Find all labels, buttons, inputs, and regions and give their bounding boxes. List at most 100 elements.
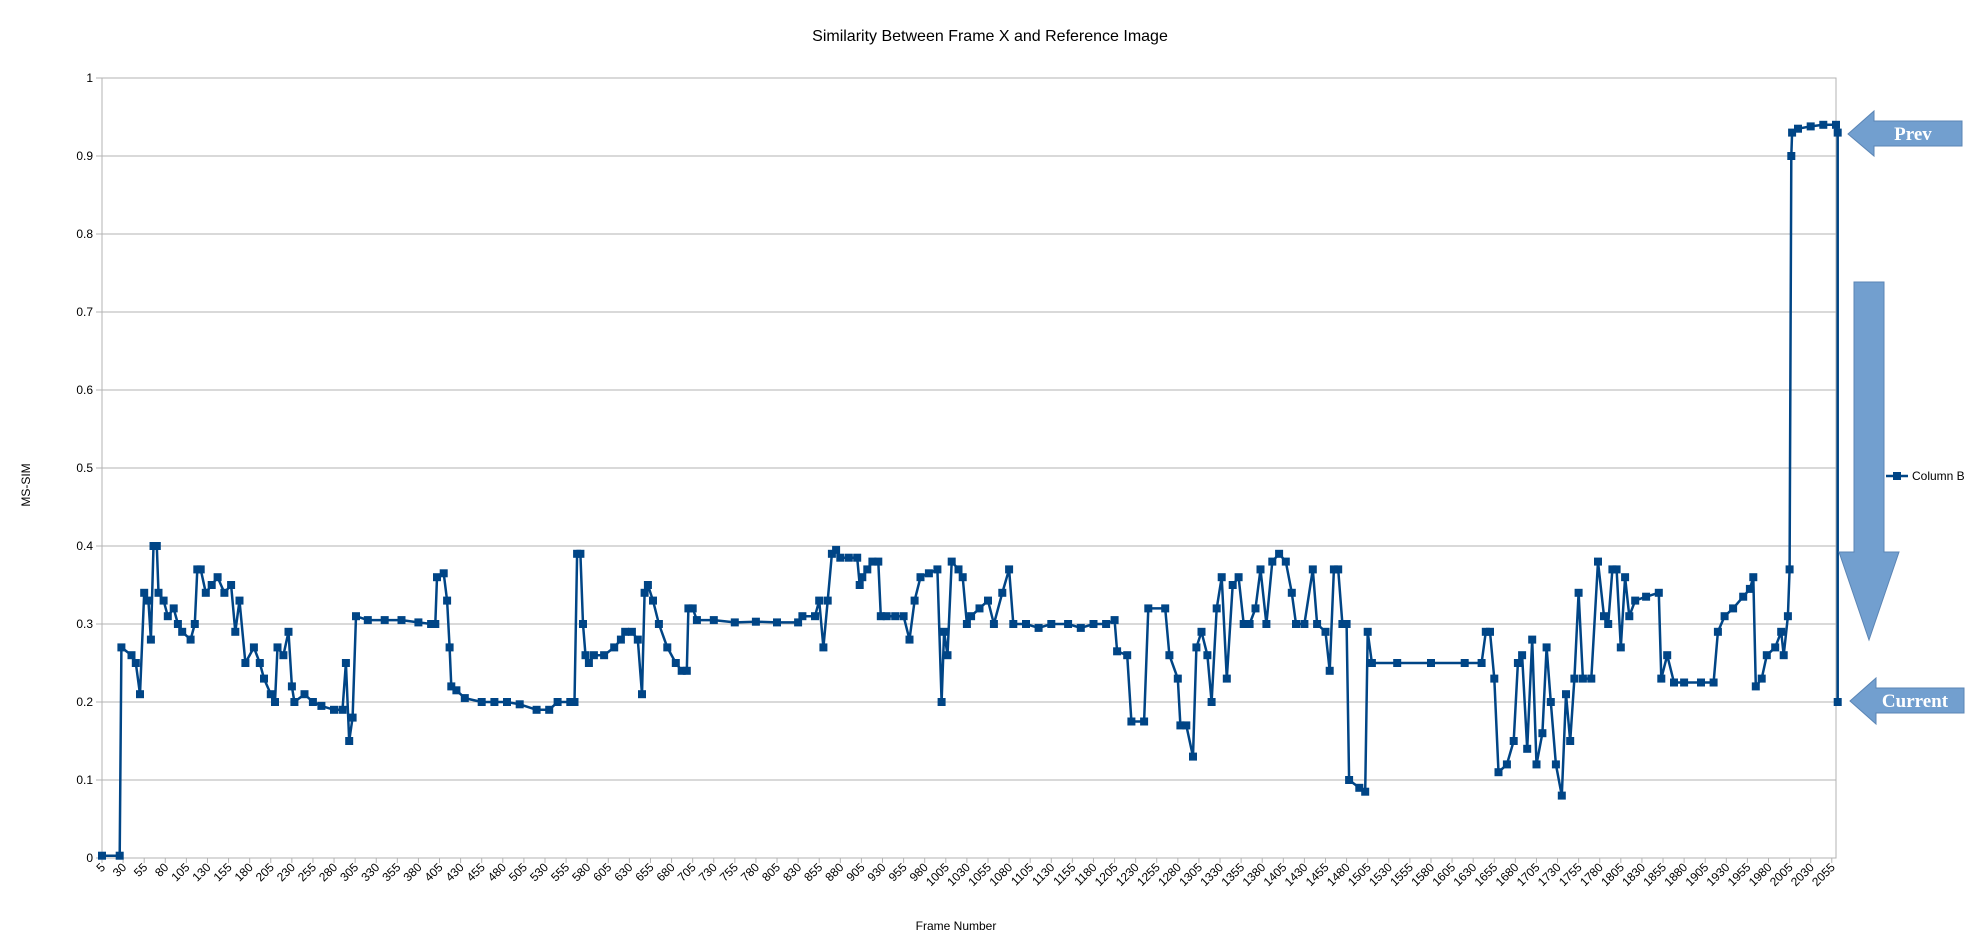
data-point xyxy=(1161,604,1170,613)
data-point xyxy=(1771,643,1780,652)
data-point xyxy=(1144,604,1153,613)
x-tick-label: 130 xyxy=(190,860,214,884)
y-tick-label: 0.6 xyxy=(76,383,93,397)
data-point xyxy=(414,618,423,627)
data-point xyxy=(553,698,562,706)
data-point xyxy=(443,596,452,605)
data-point xyxy=(1393,659,1402,667)
data-point xyxy=(1176,721,1185,730)
current-arrow xyxy=(1849,676,1965,726)
data-point xyxy=(684,604,693,613)
data-point xyxy=(1197,627,1206,636)
data-point xyxy=(1127,717,1136,726)
data-point xyxy=(1777,627,1786,636)
data-point xyxy=(1256,565,1265,574)
data-point xyxy=(317,701,326,710)
data-point xyxy=(1494,768,1503,777)
prev-label: Prev xyxy=(1894,124,1932,145)
series-column-b xyxy=(98,120,1842,860)
y-tick-label: 0.9 xyxy=(76,149,93,163)
data-point xyxy=(730,618,739,627)
data-point xyxy=(433,573,441,582)
data-point xyxy=(1578,674,1587,683)
x-tick-label: 2055 xyxy=(1809,860,1838,889)
data-point xyxy=(1113,647,1122,656)
data-point xyxy=(1709,678,1718,687)
legend-label: Column B xyxy=(1912,469,1965,483)
data-point xyxy=(1509,737,1518,745)
data-point xyxy=(447,682,456,691)
x-axis-title: Frame Number xyxy=(916,919,997,933)
x-tick-label: 230 xyxy=(274,860,298,884)
data-point xyxy=(954,565,963,574)
data-point xyxy=(1745,584,1754,593)
data-point xyxy=(640,588,649,597)
x-tick-label: 730 xyxy=(696,860,720,884)
legend-marker xyxy=(1893,472,1901,480)
data-point xyxy=(503,698,511,706)
data-point xyxy=(1102,620,1111,628)
data-point xyxy=(1165,651,1174,660)
data-point xyxy=(621,627,630,636)
data-point xyxy=(1486,627,1494,636)
data-point xyxy=(858,573,867,582)
data-point xyxy=(1697,678,1705,687)
data-point xyxy=(937,698,946,706)
data-point xyxy=(984,596,992,605)
data-point xyxy=(566,698,575,706)
data-point xyxy=(1562,690,1570,699)
annotations: Prev Current xyxy=(1838,109,1965,726)
x-tick-label: 55 xyxy=(131,860,151,880)
data-point xyxy=(576,549,585,558)
x-tick-label: 5 xyxy=(93,860,108,875)
data-point xyxy=(1064,620,1073,628)
data-point xyxy=(692,616,701,625)
data-point xyxy=(874,557,883,566)
data-point xyxy=(1528,635,1537,644)
data-point xyxy=(1642,592,1651,601)
data-point xyxy=(751,617,760,626)
data-point xyxy=(427,620,436,628)
data-point xyxy=(98,851,106,860)
data-point xyxy=(445,643,454,652)
data-point xyxy=(1787,152,1796,160)
data-point xyxy=(1345,776,1354,784)
data-point xyxy=(1047,620,1056,628)
y-axis-ticks: 0 0.1 0.2 0.3 0.4 0.5 0.6 0.7 0.8 0.9 1 xyxy=(76,71,102,865)
data-point xyxy=(815,596,824,605)
x-tick-label: 555 xyxy=(548,860,572,884)
data-point xyxy=(330,705,338,714)
data-point xyxy=(863,565,872,574)
x-tick-label: 755 xyxy=(717,860,741,884)
data-point xyxy=(169,604,178,613)
x-tick-label: 30 xyxy=(110,860,130,880)
data-point xyxy=(943,651,952,660)
data-point xyxy=(1334,565,1343,574)
legend: Column B xyxy=(1886,469,1965,483)
x-tick-label: 705 xyxy=(675,860,699,884)
data-point xyxy=(1361,787,1370,796)
x-tick-label: 305 xyxy=(337,860,361,884)
x-tick-label: 605 xyxy=(590,860,614,884)
x-tick-label: 155 xyxy=(211,860,235,884)
data-point xyxy=(1338,620,1347,628)
data-point xyxy=(1631,596,1640,605)
data-point xyxy=(1570,674,1579,683)
data-point xyxy=(1182,721,1191,730)
data-point xyxy=(1281,557,1290,566)
data-point xyxy=(989,620,998,628)
data-point xyxy=(823,596,832,605)
data-point xyxy=(1594,557,1602,566)
data-point xyxy=(1005,565,1014,574)
data-point xyxy=(1110,616,1119,625)
data-point xyxy=(1342,620,1351,628)
x-tick-label: 530 xyxy=(527,860,551,884)
data-point xyxy=(1574,588,1583,597)
data-point xyxy=(1566,737,1575,745)
data-point xyxy=(1833,698,1842,706)
data-point xyxy=(610,643,619,652)
x-tick-label: 105 xyxy=(168,860,192,884)
data-point xyxy=(1477,659,1486,667)
x-tick-label: 355 xyxy=(379,860,403,884)
chart-title: Similarity Between Frame X and Reference… xyxy=(812,28,1168,45)
